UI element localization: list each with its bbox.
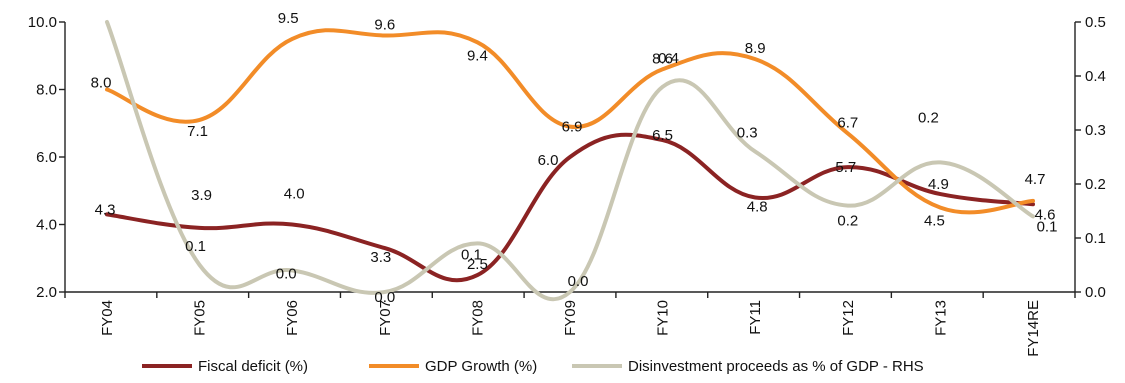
data-label: 0.3	[737, 125, 758, 142]
x-tick-label: FY06	[284, 300, 301, 336]
x-tick-label: FY08	[469, 300, 486, 336]
data-label: 6.7	[837, 114, 858, 131]
series-line-2	[105, 20, 1035, 302]
data-label: 0.1	[461, 246, 482, 263]
series-line-1	[105, 28, 1035, 215]
left-y-ticks: 2.0 4.0 6.0 8.0 10.0	[28, 14, 65, 301]
x-tick-label: FY04	[99, 300, 116, 336]
data-label: 8.9	[745, 40, 766, 57]
data-labels: 4.3 3.9 4.0 3.3 2.5 6.0 6.5 4.8 5.7 4.9 4.6 8.0 7.1 9…	[91, 10, 1058, 306]
x-tick-label: FY12	[840, 300, 857, 336]
data-label: 3.3	[370, 249, 391, 266]
data-label: 0.0	[276, 265, 297, 282]
data-label: 5.7	[835, 159, 856, 176]
x-tick-label: FY11	[747, 300, 764, 335]
x-tick-label: FY13	[932, 300, 949, 336]
data-label: 4.9	[928, 176, 949, 193]
data-label: 4.0	[284, 186, 305, 203]
data-label: 6.5	[652, 127, 673, 144]
data-label: 0.2	[837, 213, 858, 230]
data-label: 3.9	[191, 187, 212, 204]
data-label: 4.6	[1035, 206, 1056, 223]
legend-label: Fiscal deficit (%)	[198, 358, 308, 375]
x-tick-label: FY14RE	[1025, 300, 1042, 357]
right-y-tick-label: 0.5	[1085, 14, 1106, 31]
legend: Fiscal deficit (%) GDP Growth (%) Disinves…	[142, 358, 924, 375]
data-label: 4.5	[924, 213, 945, 230]
x-ticks: FY04 FY05 FY06 FY07 FY08 FY09 FY10 FY11 FY12 FY13…	[64, 292, 1076, 357]
data-label: 0.0	[568, 273, 589, 290]
data-label: 9.4	[467, 47, 488, 64]
data-label: 4.7	[1025, 171, 1046, 188]
series-line-0	[105, 132, 1035, 283]
x-tick-label: FY09	[562, 300, 579, 336]
left-y-tick-label: 8.0	[36, 82, 57, 99]
data-label: 8.0	[91, 75, 112, 92]
left-y-tick-label: 4.0	[36, 217, 57, 234]
left-y-tick-label: 2.0	[36, 284, 57, 301]
right-y-ticks: 0.0 0.1 0.2 0.3 0.4 0.5	[1075, 14, 1106, 301]
x-tick-label: FY07	[377, 300, 394, 336]
data-label: 2.5	[467, 256, 488, 273]
data-label: 0.1	[185, 238, 206, 255]
x-tick-label: FY10	[655, 300, 672, 336]
legend-label: GDP Growth (%)	[425, 358, 537, 375]
data-label: 0.1	[1037, 218, 1058, 235]
right-y-tick-label: 0.0	[1085, 284, 1106, 301]
data-label: 6.9	[562, 119, 583, 136]
data-label: 9.6	[374, 17, 395, 34]
data-label: 7.1	[187, 123, 208, 140]
data-label: 0.4	[658, 50, 679, 67]
right-y-tick-label: 0.3	[1085, 122, 1106, 139]
data-label: 6.0	[538, 152, 559, 169]
left-y-tick-label: 10.0	[28, 14, 57, 31]
data-label: 9.5	[278, 10, 299, 27]
right-y-tick-label: 0.1	[1085, 230, 1106, 247]
x-tick-label: FY05	[192, 300, 209, 336]
data-label: 8.6	[652, 50, 673, 67]
data-label: 4.8	[747, 199, 768, 216]
data-label: 4.3	[95, 201, 116, 218]
series-lines	[105, 20, 1035, 302]
data-label: 0.0	[374, 289, 395, 306]
legend-label: Disinvestment proceeds as % of GDP - RHS	[628, 358, 924, 375]
data-label: 0.2	[918, 109, 939, 126]
right-y-tick-label: 0.2	[1085, 176, 1106, 193]
right-y-tick-label: 0.4	[1085, 68, 1106, 85]
left-y-tick-label: 6.0	[36, 149, 57, 166]
